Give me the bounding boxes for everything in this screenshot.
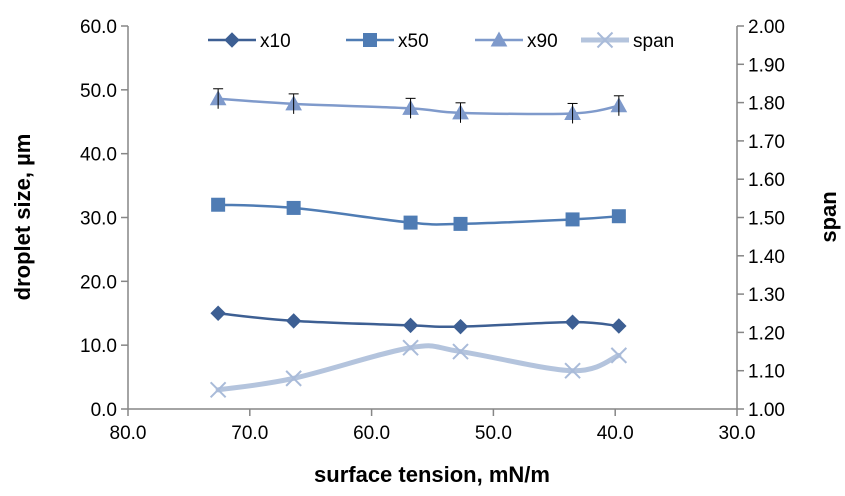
y2-tick-label: 1.20 <box>748 323 785 344</box>
series-span <box>209 339 628 399</box>
x-tick-label: 50.0 <box>475 423 512 444</box>
y-tick-label: 20.0 <box>80 272 117 293</box>
series-layer <box>209 88 628 399</box>
point-x50 <box>403 215 418 230</box>
y-tick-label: 0.0 <box>91 400 117 421</box>
series-line-x50 <box>216 203 621 226</box>
legend-marker-stroke <box>596 31 614 49</box>
y2-tick-label: 1.10 <box>748 362 785 383</box>
y-ticks-right: 1.00 1.10 1.20 1.30 1.40 1.50 1.60 1.70 1.80 1.90… <box>737 17 785 421</box>
legend-label: span <box>633 31 674 52</box>
x-tick-label: 70.0 <box>231 423 268 444</box>
legend-item-span: span <box>581 31 674 52</box>
y2-tick-label: 1.40 <box>748 247 785 268</box>
legend-label: x50 <box>398 31 429 52</box>
series-line-span <box>215 343 622 393</box>
point-x10 <box>611 318 627 334</box>
y2-tick-label: 1.60 <box>748 170 785 191</box>
y-tick-label: 30.0 <box>80 209 117 230</box>
point-span-stroke <box>285 370 302 387</box>
series-x90 <box>209 90 628 120</box>
point-x10 <box>402 317 419 334</box>
y2-tick-label: 1.00 <box>748 400 785 421</box>
y-tick-label: 40.0 <box>80 145 117 166</box>
point-span <box>209 381 227 399</box>
legend-item-x10: x10 <box>208 31 291 52</box>
series-line-x10 <box>216 312 621 329</box>
x-axis-title: surface tension, mN/m <box>314 462 550 487</box>
legend-label: x10 <box>260 31 291 52</box>
legend-marker <box>596 31 614 49</box>
error-bars-x90 <box>213 88 624 124</box>
legend-item-x50: x50 <box>346 31 429 52</box>
y2-tick-label: 1.90 <box>748 55 785 76</box>
x-tick-label: 40.0 <box>597 423 634 444</box>
y-tick-label: 50.0 <box>80 81 117 102</box>
legend-marker <box>363 33 377 47</box>
point-x50 <box>286 200 301 215</box>
legend-marker <box>224 32 240 48</box>
x-tick-label: 30.0 <box>719 423 756 444</box>
y-ticks-left: 0.0 10.0 20.0 30.0 40.0 50.0 60.0 <box>80 17 128 421</box>
point-span-stroke <box>452 343 469 360</box>
y-tick-label: 10.0 <box>80 336 117 357</box>
y2-tick-label: 1.80 <box>748 94 785 115</box>
point-x50 <box>211 197 226 212</box>
y-tick-label: 60.0 <box>80 17 117 38</box>
point-span-stroke <box>209 381 227 399</box>
series-x10 <box>210 305 627 335</box>
legend-marker <box>490 31 508 47</box>
point-x50 <box>611 209 626 224</box>
point-x50 <box>565 212 580 227</box>
legend: x10 x50 x90 span <box>208 31 674 52</box>
series-x50 <box>211 197 626 231</box>
y-axis-title-right: span <box>816 191 841 242</box>
x-tick-label: 80.0 <box>110 423 147 444</box>
point-span <box>402 339 419 356</box>
point-span <box>564 362 581 379</box>
point-span <box>452 343 469 360</box>
point-x10 <box>452 318 469 335</box>
y2-tick-label: 1.70 <box>748 132 785 153</box>
legend-label: x90 <box>527 31 558 52</box>
series-line-x90 <box>216 97 621 116</box>
point-span <box>610 347 628 364</box>
point-x10 <box>210 305 226 321</box>
y2-tick-label: 1.50 <box>748 209 785 230</box>
x-tick-label: 60.0 <box>353 423 390 444</box>
point-x10 <box>285 313 302 329</box>
point-x10 <box>564 314 581 330</box>
legend-item-x90: x90 <box>475 31 558 52</box>
point-span <box>285 370 302 387</box>
y-axis-title-left: droplet size, µm <box>10 134 35 301</box>
point-span-stroke <box>610 347 628 364</box>
y2-tick-label: 2.00 <box>748 17 785 38</box>
x-ticks: 80.0 70.0 60.0 50.0 40.0 30.0 <box>110 409 756 444</box>
y2-tick-label: 1.30 <box>748 285 785 306</box>
point-span-stroke <box>402 339 419 356</box>
point-span-stroke <box>564 362 581 379</box>
point-x50 <box>453 216 468 231</box>
